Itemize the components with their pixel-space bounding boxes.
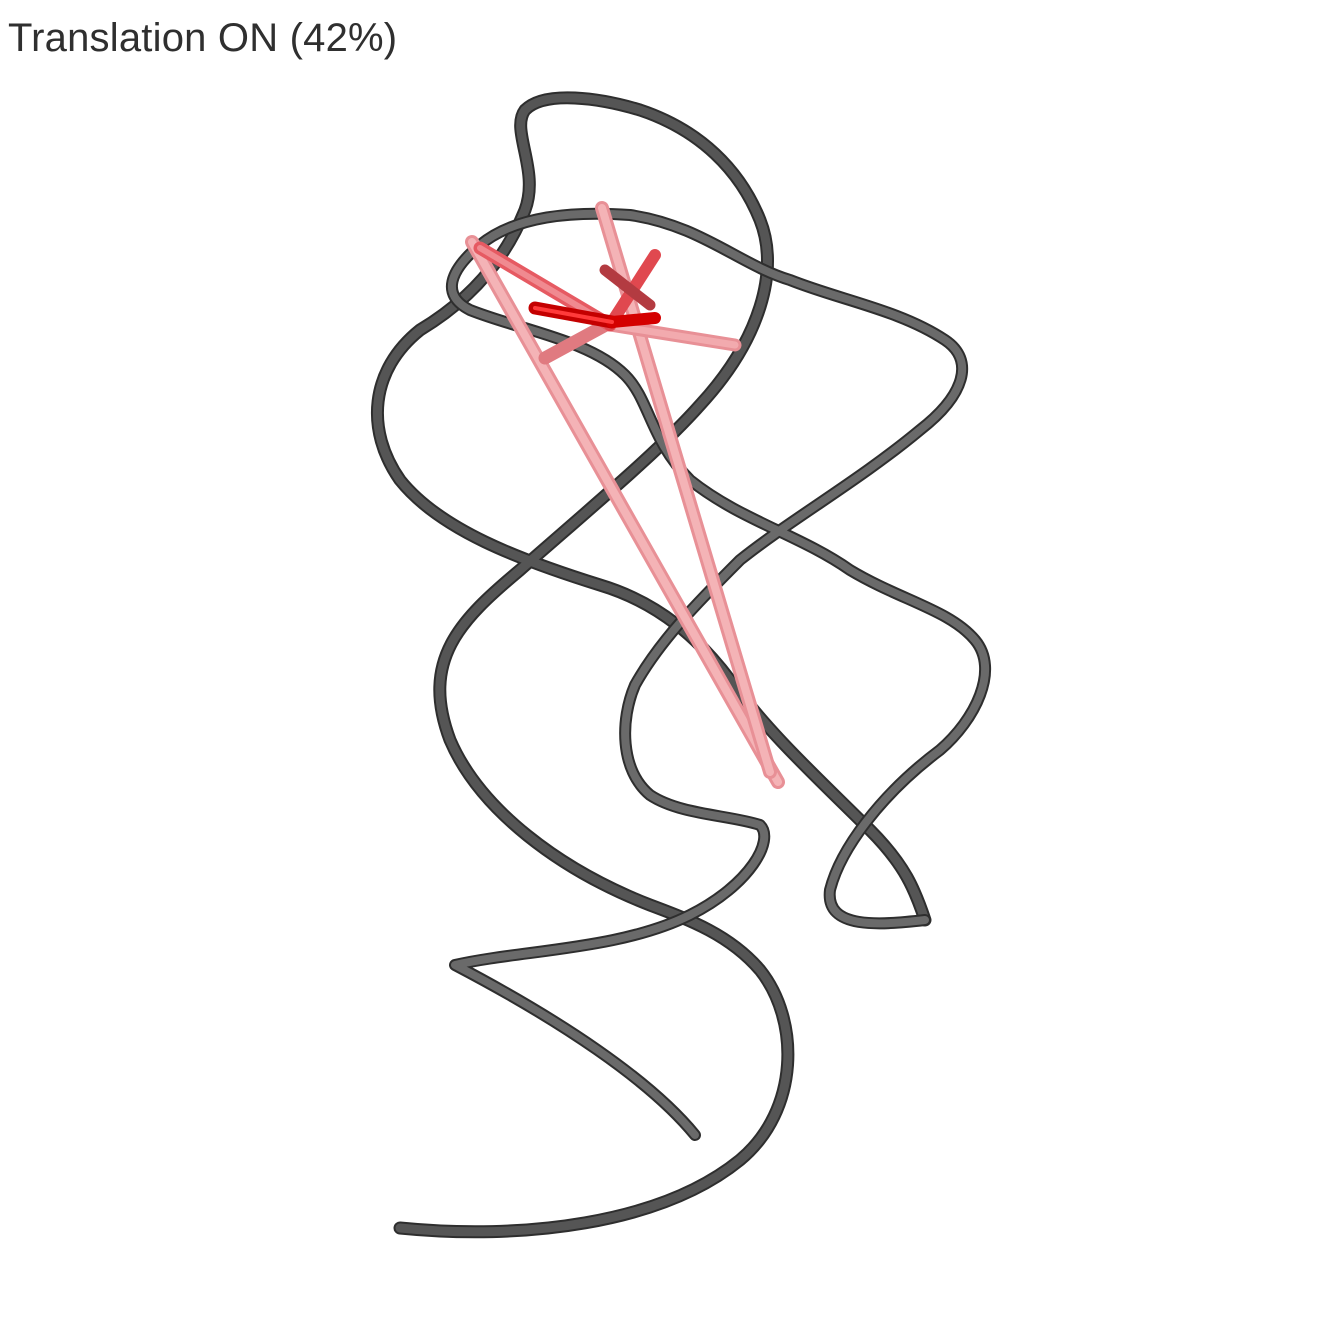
backbone-second-path: [447, 209, 989, 1139]
cylinder-mid-1-highlight: [606, 321, 739, 349]
cylinder-core-highlight: [533, 306, 614, 324]
cylinder-long-1-highlight: [468, 238, 782, 786]
cylinder-core-2: [606, 312, 661, 328]
translation-status-label: Translation ON (42%): [8, 16, 398, 60]
backbone-main-path: [372, 93, 930, 1237]
interaction-cylinders: [465, 201, 785, 789]
backbone-ribbon: [370, 91, 991, 1239]
cylinder-short-2: [599, 264, 656, 311]
